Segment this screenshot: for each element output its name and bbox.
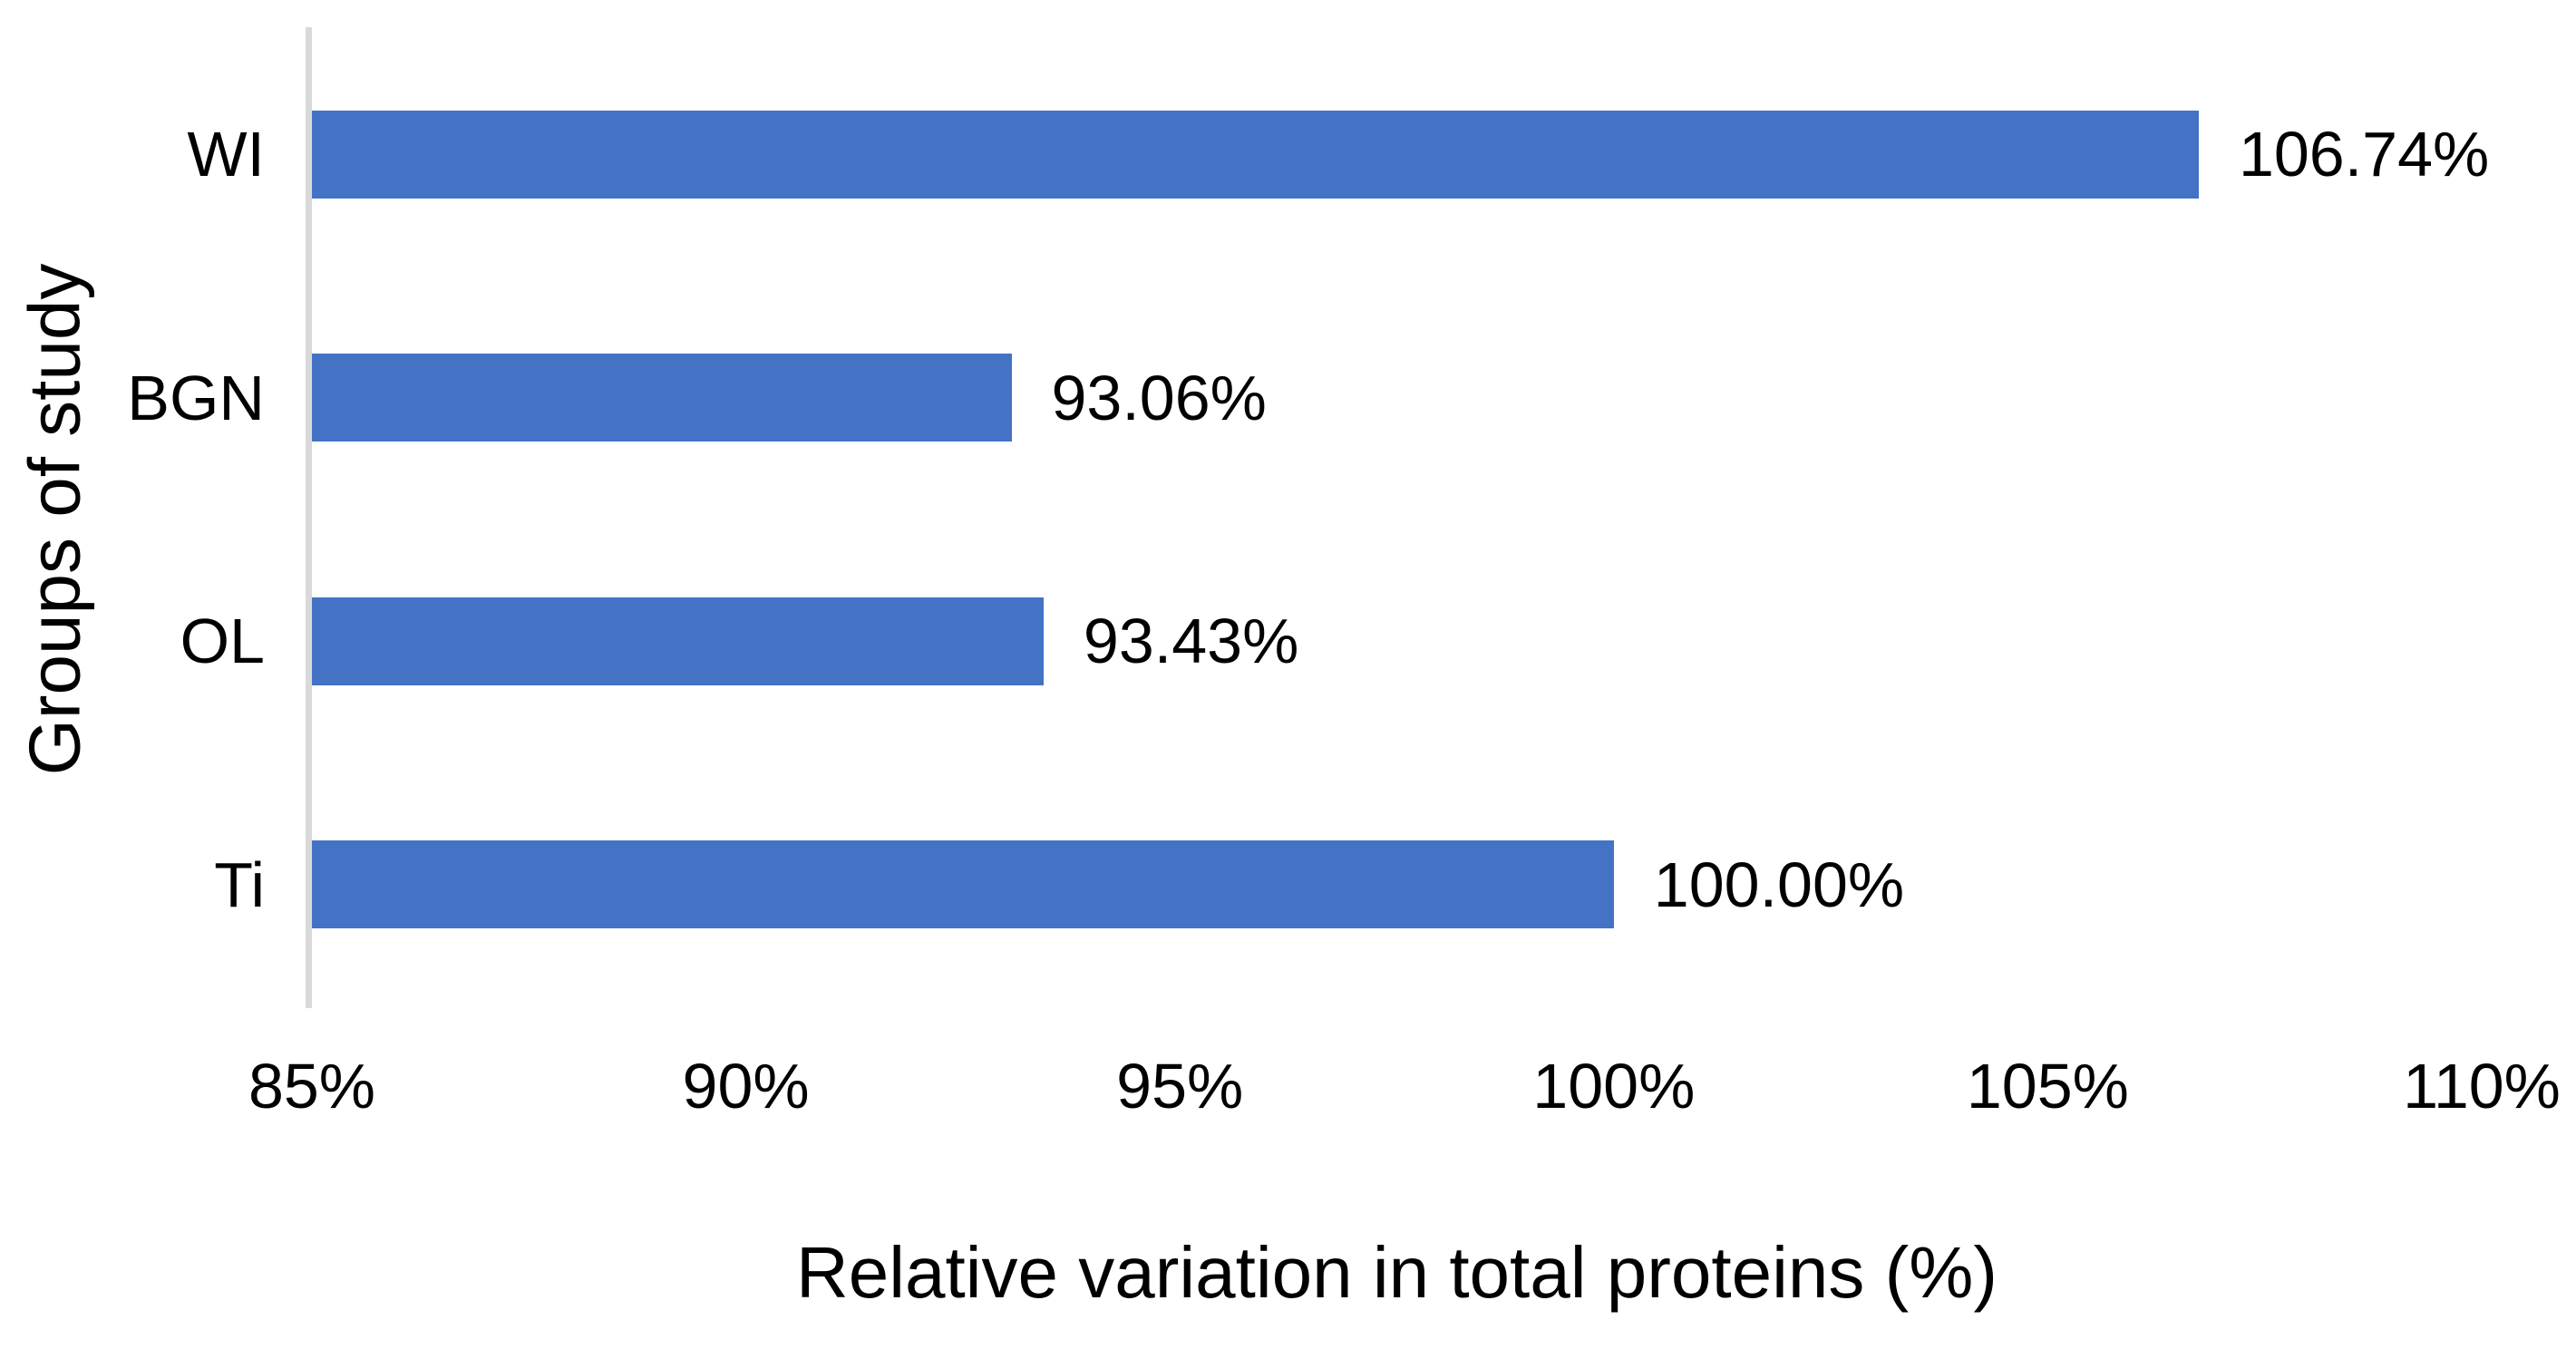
category-label: BGN xyxy=(127,362,265,433)
x-tick-label: 85% xyxy=(248,1051,376,1121)
category-label: OL xyxy=(180,606,265,677)
bar-data-label: 93.06% xyxy=(1051,362,1267,433)
x-tick-label: 90% xyxy=(682,1051,810,1121)
x-tick-label: 95% xyxy=(1116,1051,1244,1121)
plot-area: 106.74% 93.06% 93.43% 100.00% xyxy=(312,33,2489,1007)
bar-data-label: 100.00% xyxy=(1653,849,1905,920)
x-axis-title: Relative variation in total proteins (%) xyxy=(795,1232,1998,1313)
bar-data-label: 93.43% xyxy=(1083,606,1299,677)
bar-row: 100.00% xyxy=(312,763,2482,1007)
bar-row: 93.43% xyxy=(312,519,2482,763)
x-tick-label: 110% xyxy=(2403,1051,2561,1121)
bar xyxy=(312,354,1012,442)
x-tick-label: 100% xyxy=(1532,1051,1696,1121)
bar xyxy=(312,597,1044,685)
category-label: Ti xyxy=(214,849,265,920)
x-axis-ticks: 85% 90% 95% 100% 105% 110% xyxy=(248,1050,2561,1131)
category-label: WI xyxy=(187,119,265,190)
bar-row: 93.06% xyxy=(312,277,2482,520)
bar xyxy=(312,110,2199,199)
category-axis: WI BGN OL Ti xyxy=(0,33,265,1006)
bar-data-label: 106.74% xyxy=(2238,119,2490,190)
bar-row: 106.74% xyxy=(312,33,2489,277)
bar xyxy=(312,840,1614,929)
x-tick-label: 105% xyxy=(1966,1051,2129,1121)
axis-baseline xyxy=(306,27,312,1008)
